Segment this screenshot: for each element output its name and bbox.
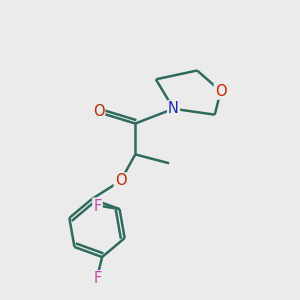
Text: O: O	[215, 84, 226, 99]
Text: F: F	[93, 199, 102, 214]
Text: N: N	[168, 101, 179, 116]
Text: F: F	[94, 271, 102, 286]
Text: O: O	[115, 173, 126, 188]
Text: O: O	[93, 104, 104, 119]
